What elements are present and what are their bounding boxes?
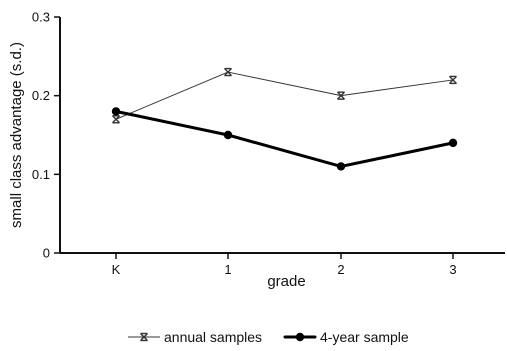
x-tick-label: 2 (337, 262, 344, 277)
x-axis-title: grade (267, 273, 305, 290)
legend-label-four-year-sample: 4-year sample (320, 329, 409, 345)
data-point-four-year-sample-k (111, 107, 121, 116)
series-layer (111, 67, 458, 171)
marker-stroke (224, 68, 232, 77)
marker-stroke (337, 91, 345, 100)
marker-stroke (112, 115, 120, 124)
x-tick-label: 1 (224, 262, 231, 277)
x-tick-label: 3 (449, 262, 456, 277)
legend-marker-four-year-sample (295, 332, 305, 342)
legend: annual samples 4-year sample (128, 329, 409, 345)
data-point-four-year-sample-2 (336, 162, 346, 171)
x-tick-label: K (112, 262, 121, 277)
series-line-annual-samples (115, 71, 454, 120)
data-point-annual-samples-k (112, 115, 120, 124)
data-point-annual-samples-2 (337, 91, 345, 100)
series-line-four-year-sample (114, 109, 455, 168)
y-tick-label: 0.1 (32, 167, 50, 182)
data-point-annual-samples-3 (449, 75, 457, 85)
data-point-four-year-sample-3 (448, 138, 458, 148)
legend-label-annual-samples: annual samples (164, 329, 262, 345)
data-point-four-year-sample-1 (223, 130, 233, 140)
marker-stroke (140, 333, 148, 341)
y-tick-label: 0.3 (32, 10, 50, 25)
y-axis-title: small class advantage (s.d.) (8, 42, 25, 228)
legend-marker-annual-samples (140, 332, 148, 342)
y-tick-label: 0 (43, 246, 50, 261)
data-point-annual-samples-1 (224, 67, 232, 77)
y-tick-label: 0.2 (32, 88, 50, 103)
axes: 0 0.1 0.2 0.3 K 1 2 3 grade small class advantage… (8, 10, 505, 290)
marker-stroke (449, 75, 457, 84)
